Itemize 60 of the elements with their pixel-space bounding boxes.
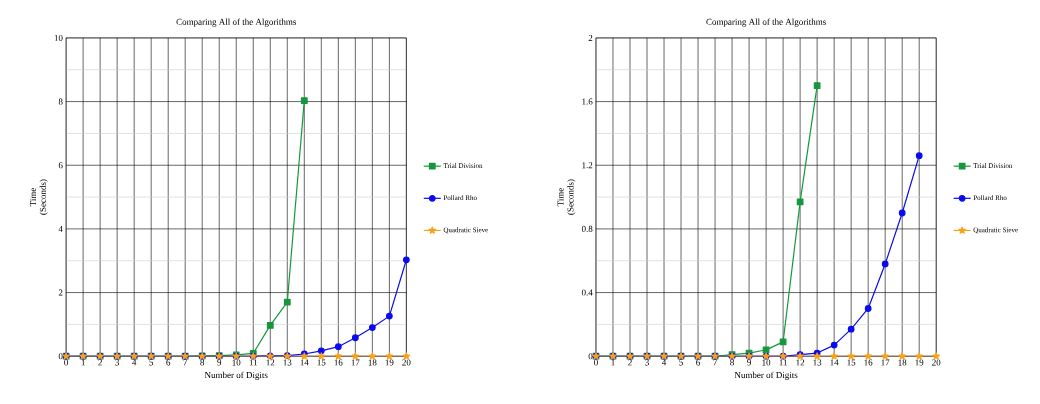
x-axis-title: Number of Digits xyxy=(734,371,798,380)
y-tick-label: 0 xyxy=(588,353,593,360)
x-tick-label: 13 xyxy=(283,359,292,366)
x-tick-label: 12 xyxy=(266,359,275,366)
x-tick-label: 10 xyxy=(762,359,771,366)
x-tick-label: 2 xyxy=(628,359,632,366)
x-tick-label: 17 xyxy=(351,359,360,366)
x-tick-label: 14 xyxy=(300,359,309,366)
y-tick-label: 2 xyxy=(588,34,593,41)
y-axis-title: Time (Seconds) xyxy=(29,179,48,215)
x-tick-label: 16 xyxy=(334,359,343,366)
x-tick-label: 18 xyxy=(368,359,377,366)
y-tick-label: 0 xyxy=(58,353,63,360)
x-axis-title: Number of Digits xyxy=(204,371,268,380)
x-tick-label: 18 xyxy=(898,359,907,366)
x-tick-label: 15 xyxy=(317,359,326,366)
y-axis-title: Time (Seconds) xyxy=(557,179,576,215)
x-tick-label: 19 xyxy=(385,359,394,366)
y-tick-label: 0.4 xyxy=(581,289,593,296)
x-tick-label: 6 xyxy=(166,359,171,366)
x-tick-label: 1 xyxy=(611,359,615,366)
y-tick-label: 1.6 xyxy=(582,98,593,105)
x-tick-label: 15 xyxy=(847,359,856,366)
x-tick-label: 5 xyxy=(679,359,683,366)
x-tick-label: 4 xyxy=(132,359,137,366)
chart-title: Comparing All of the Algorithms xyxy=(176,18,297,27)
x-tick-label: 9 xyxy=(747,359,751,366)
x-tick-label: 3 xyxy=(115,359,120,366)
y-tick-label: 1.2 xyxy=(582,162,593,169)
x-tick-label: 11 xyxy=(249,359,258,366)
x-tick-label: 11 xyxy=(779,359,787,366)
x-tick-label: 19 xyxy=(915,359,924,366)
x-tick-label: 5 xyxy=(149,359,154,366)
x-tick-label: 10 xyxy=(232,359,241,366)
x-tick-label: 4 xyxy=(661,359,667,366)
x-tick-label: 16 xyxy=(864,359,873,366)
y-tick-label: 2 xyxy=(58,289,63,296)
x-tick-label: 14 xyxy=(830,359,839,366)
x-tick-label: 0 xyxy=(594,359,598,366)
x-tick-label: 12 xyxy=(796,359,805,366)
x-tick-label: 8 xyxy=(200,359,205,366)
x-tick-label: 0 xyxy=(64,359,69,366)
x-tick-label: 20 xyxy=(932,359,941,366)
x-tick-label: 9 xyxy=(217,359,222,366)
y-tick-label: 8 xyxy=(58,98,63,105)
x-tick-label: 8 xyxy=(730,359,734,366)
x-tick-label: 2 xyxy=(98,359,102,366)
y-tick-label: 0.8 xyxy=(581,225,593,232)
y-tick-label: 10 xyxy=(54,34,63,41)
x-tick-label: 6 xyxy=(696,359,701,366)
x-tick-label: 13 xyxy=(813,359,822,366)
x-tick-label: 20 xyxy=(402,359,411,366)
x-tick-label: 1 xyxy=(81,359,85,366)
y-tick-label: 6 xyxy=(58,162,63,169)
x-tick-label: 7 xyxy=(713,359,718,366)
chart-title: Comparing All of the Algorithms xyxy=(706,18,826,27)
x-tick-label: 3 xyxy=(645,359,649,366)
x-tick-label: 17 xyxy=(881,359,890,366)
y-tick-label: 4 xyxy=(58,225,63,232)
x-tick-label: 7 xyxy=(183,359,188,366)
